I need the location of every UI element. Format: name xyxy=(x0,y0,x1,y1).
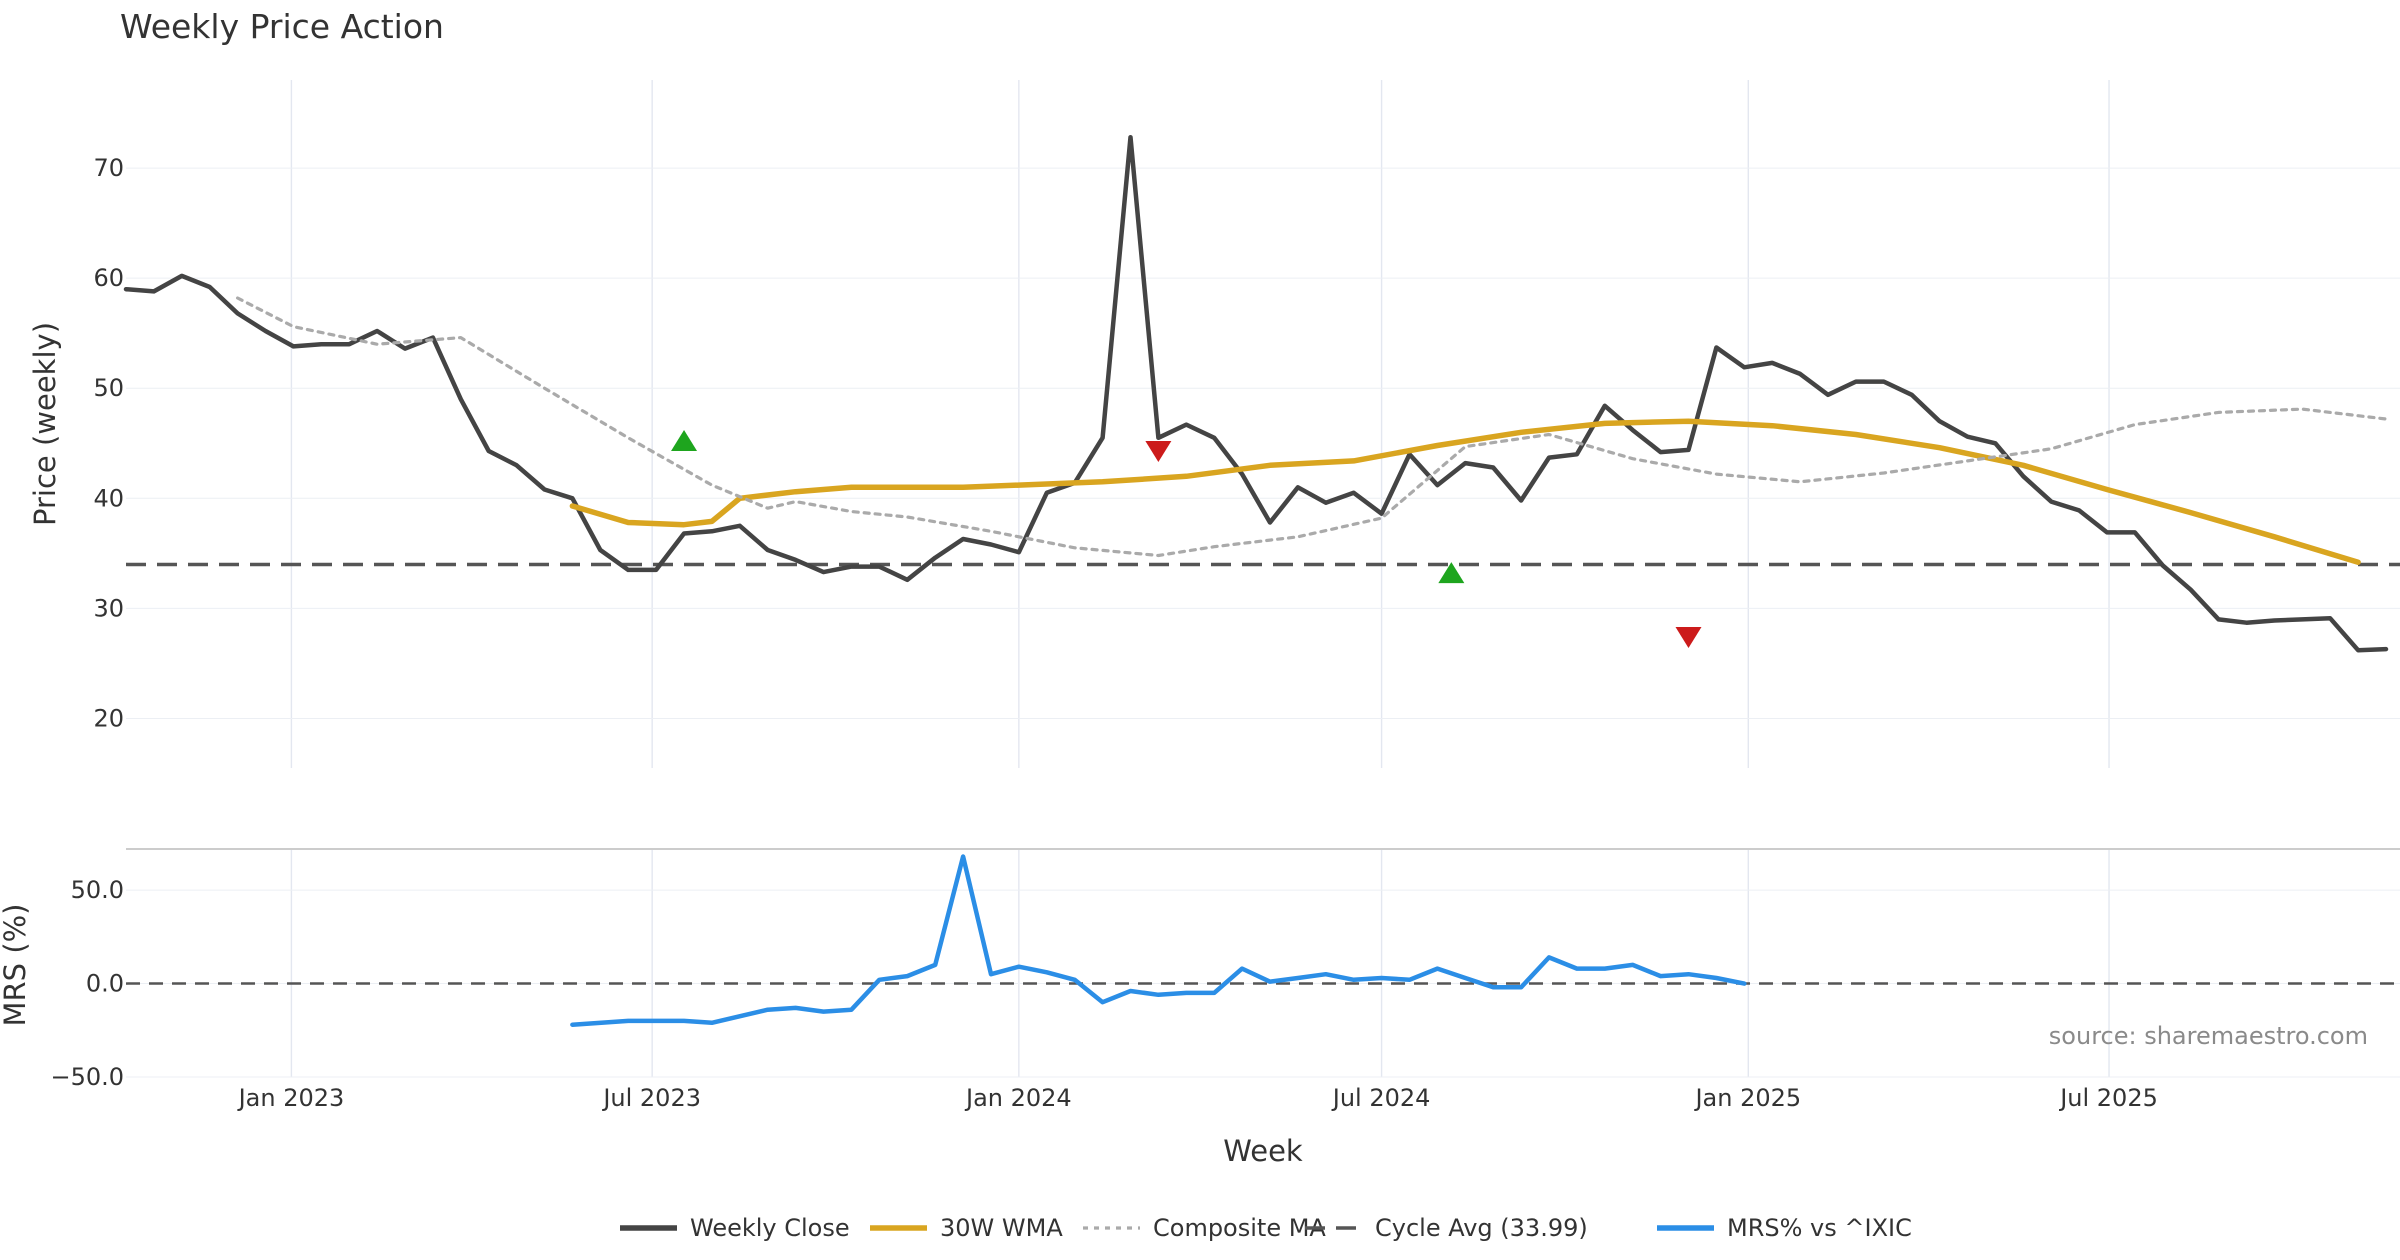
price-y-tick-label: 20 xyxy=(93,704,124,732)
price-y-tick-label: 60 xyxy=(93,264,124,292)
source-note: source: sharemaestro.com xyxy=(2049,1022,2368,1050)
buy-signal-marker xyxy=(1438,562,1465,584)
series-line-0 xyxy=(123,134,2389,653)
signal-markers xyxy=(671,430,1702,649)
axis-layer: Jan 2023 Jul 2023 Jan 2024 Jul 2024 Jan 2025… xyxy=(50,154,2157,1112)
price-y-tick-label: 40 xyxy=(93,484,124,512)
legend-label: 30W WMA xyxy=(940,1214,1063,1242)
price-y-tick-label: 50 xyxy=(93,374,124,402)
series-line-1 xyxy=(569,418,2361,565)
chart-title: Weekly Price Action xyxy=(120,7,444,46)
series-line-4 xyxy=(570,854,1747,1027)
mrs-y-axis-title: MRS (%) xyxy=(0,904,32,1027)
x-tick-label: Jul 2023 xyxy=(601,1084,701,1112)
sell-signal-marker xyxy=(1145,440,1172,462)
x-tick-label: Jul 2024 xyxy=(1331,1084,1431,1112)
buy-signal-marker xyxy=(671,430,698,452)
series-layer xyxy=(123,134,2389,1027)
legend-label: Composite MA xyxy=(1153,1214,1326,1242)
legend-label: Weekly Close xyxy=(690,1214,850,1242)
x-tick-label: Jan 2023 xyxy=(237,1084,345,1112)
legend-label: MRS% vs ^IXIC xyxy=(1727,1214,1912,1242)
price-y-axis-title: Price (weekly) xyxy=(28,322,62,526)
mrs-y-tick-label: −50.0 xyxy=(50,1063,124,1091)
price-y-tick-label: 30 xyxy=(93,594,124,622)
legend-label: Cycle Avg (33.99) xyxy=(1375,1214,1588,1242)
price-y-tick-label: 70 xyxy=(93,154,124,182)
x-axis-title: Week xyxy=(1223,1134,1303,1168)
x-tick-label: Jan 2024 xyxy=(964,1084,1072,1112)
sell-signal-marker xyxy=(1675,627,1702,649)
mrs-y-tick-label: 50.0 xyxy=(71,876,124,904)
x-tick-label: Jan 2025 xyxy=(1693,1084,1801,1112)
x-tick-label: Jul 2025 xyxy=(2058,1084,2158,1112)
legend: Weekly Close 30W WMA Composite MA Cycle Avg… xyxy=(620,1214,1912,1242)
grid-layer xyxy=(126,80,2400,1078)
reference-lines xyxy=(126,562,2400,985)
series-line-2 xyxy=(236,296,2388,558)
mrs-y-tick-label: 0.0 xyxy=(86,970,124,998)
